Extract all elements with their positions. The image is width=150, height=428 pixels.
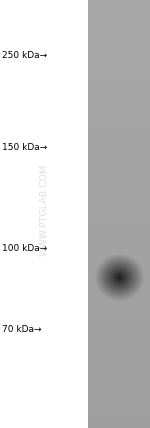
- Text: 100 kDa→: 100 kDa→: [2, 244, 47, 253]
- Text: 150 kDa→: 150 kDa→: [2, 143, 47, 152]
- Text: 70 kDa→: 70 kDa→: [2, 326, 42, 335]
- Text: WWW.PTGLAB.COM: WWW.PTGLAB.COM: [39, 164, 48, 256]
- Text: 250 kDa→: 250 kDa→: [2, 51, 47, 59]
